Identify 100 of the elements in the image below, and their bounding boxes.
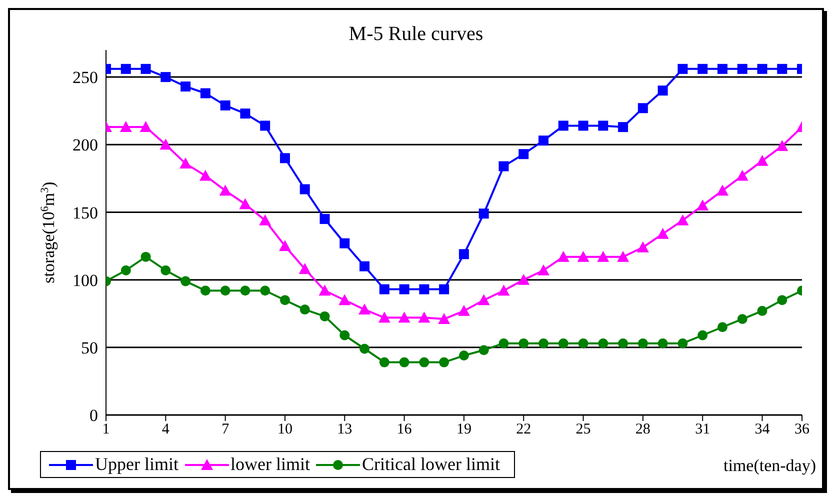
point [558, 338, 568, 348]
point [716, 184, 728, 196]
point [757, 64, 768, 74]
point [638, 103, 648, 114]
x-tick-label: 1 [102, 422, 110, 438]
point [618, 338, 628, 348]
point [638, 338, 648, 348]
point [160, 138, 172, 150]
point [656, 228, 669, 239]
point [280, 153, 290, 164]
point [199, 170, 212, 181]
point [498, 161, 509, 172]
point [498, 338, 509, 348]
point [698, 330, 708, 340]
point [736, 170, 748, 181]
point [300, 184, 310, 194]
point [696, 199, 709, 210]
point [120, 265, 131, 276]
x-tick-label: 34 [754, 422, 770, 438]
point [438, 313, 450, 324]
point [418, 312, 430, 323]
y-tick-label: 150 [72, 203, 98, 222]
y-tick-label: 250 [72, 68, 98, 88]
point [140, 64, 151, 74]
chart-title: M-5 Rule curves [348, 23, 484, 45]
point [378, 312, 390, 323]
point [298, 263, 311, 274]
point [598, 120, 608, 131]
point [120, 64, 131, 74]
point [340, 330, 350, 340]
point [777, 295, 788, 306]
x-tick-label: 31 [695, 422, 710, 438]
point [140, 252, 151, 262]
point [776, 140, 788, 151]
point [458, 304, 470, 316]
point [220, 100, 230, 110]
point [300, 304, 310, 315]
x-tick-label: 19 [456, 422, 472, 438]
x-tick-label: 13 [337, 422, 352, 438]
x-tick-label: 10 [277, 422, 292, 438]
point [717, 64, 728, 74]
point [578, 120, 588, 131]
point [360, 344, 370, 354]
point [617, 250, 630, 262]
point [200, 286, 210, 296]
point [698, 64, 708, 74]
legend-label: Upper limit [95, 454, 178, 475]
point [678, 338, 688, 348]
point [578, 338, 588, 348]
point [676, 214, 689, 226]
point [180, 82, 191, 92]
point [320, 214, 330, 224]
point [458, 350, 469, 361]
legend-label: Critical lower limit [362, 454, 500, 475]
point [340, 238, 350, 248]
point [636, 241, 649, 252]
point [518, 338, 529, 348]
x-tick-label: 36 [794, 422, 810, 438]
point [399, 284, 410, 294]
point [439, 357, 450, 368]
point [318, 284, 331, 296]
x-tick-label: 16 [396, 422, 412, 438]
point [399, 357, 410, 368]
point [200, 88, 210, 98]
point [478, 345, 489, 356]
x-axis-title: time(ten-day) [723, 456, 816, 476]
point [260, 286, 270, 296]
point [557, 250, 570, 262]
point [140, 121, 152, 132]
point [618, 122, 628, 132]
point [160, 265, 171, 276]
legend-label: lower limit [230, 454, 310, 475]
x-tick-label: 28 [635, 422, 650, 438]
x-tick-label: 25 [576, 422, 591, 438]
point [239, 198, 252, 210]
point [458, 249, 469, 260]
point [658, 86, 668, 96]
point [439, 284, 450, 294]
y-tick-label: 50 [81, 338, 98, 358]
y-tick-label: 200 [72, 136, 98, 155]
point [379, 284, 390, 294]
point [160, 72, 171, 82]
point [717, 322, 728, 332]
point [338, 294, 351, 306]
point [478, 294, 490, 306]
point [219, 184, 232, 196]
point [259, 214, 272, 226]
point [518, 149, 529, 160]
point [498, 284, 510, 296]
point [658, 338, 668, 348]
point [240, 286, 250, 296]
point [538, 338, 548, 348]
point [360, 261, 370, 272]
point [538, 136, 548, 146]
point [737, 64, 748, 74]
point [278, 240, 291, 252]
point [220, 286, 230, 296]
point [737, 314, 748, 324]
point [419, 357, 430, 368]
y-tick-label: 100 [72, 270, 98, 290]
